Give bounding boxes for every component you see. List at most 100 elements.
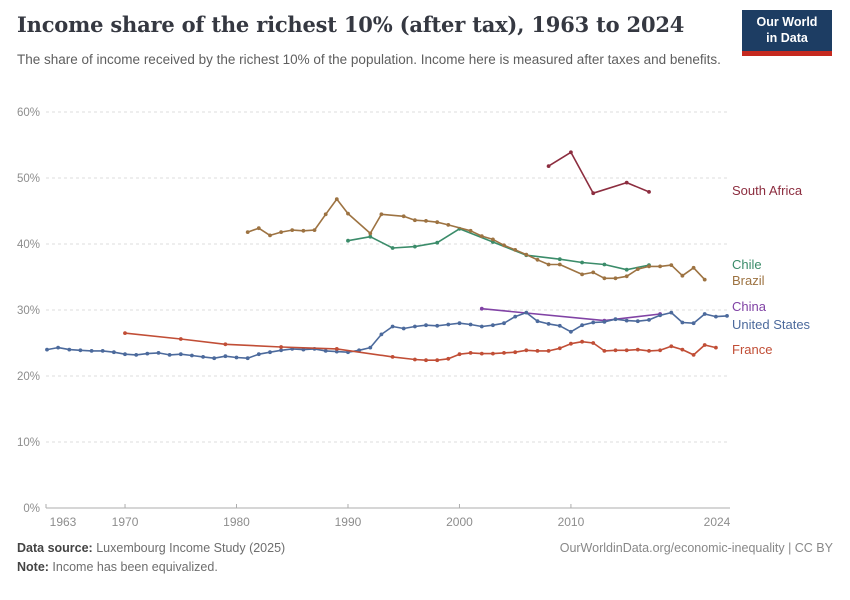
data-point-south-africa-2012[interactable] (591, 191, 596, 196)
data-point-united-states-1979[interactable] (223, 354, 228, 359)
data-point-united-states-1966[interactable] (78, 348, 83, 353)
data-point-chile-2009[interactable] (557, 257, 562, 262)
data-point-united-states-1964[interactable] (56, 345, 60, 350)
data-point-france-2020[interactable] (680, 347, 685, 352)
data-point-chile-1998[interactable] (435, 240, 440, 245)
data-point-france-2007[interactable] (535, 349, 540, 353)
data-point-united-states-1998[interactable] (435, 323, 440, 328)
data-point-south-africa-2008[interactable] (546, 164, 551, 169)
data-point-united-states-2016[interactable] (635, 319, 640, 324)
series-line-brazil[interactable] (246, 198, 706, 281)
data-point-france-2016[interactable] (635, 347, 640, 352)
series-label-brazil[interactable]: Brazil (732, 273, 765, 288)
data-point-brazil-2002[interactable] (479, 234, 484, 239)
data-point-brazil-1995[interactable] (401, 214, 406, 219)
data-point-united-states-1978[interactable] (212, 356, 217, 361)
data-point-brazil-1999[interactable] (446, 223, 451, 227)
data-point-france-2005[interactable] (513, 350, 518, 355)
data-point-brazil-2009[interactable] (557, 262, 562, 267)
data-point-france-1997[interactable] (424, 358, 428, 363)
data-point-united-states-1963[interactable] (45, 347, 49, 352)
series-line-south-africa[interactable] (547, 151, 650, 194)
data-point-united-states-2011[interactable] (580, 323, 584, 328)
data-point-brazil-2014[interactable] (613, 276, 618, 281)
data-point-united-states-2003[interactable] (491, 323, 495, 328)
data-point-brazil-1992[interactable] (368, 231, 373, 236)
data-point-united-states-1995[interactable] (401, 326, 406, 331)
data-point-brazil-2007[interactable] (535, 257, 540, 262)
footer-attribution-link[interactable]: OurWorldinData.org/economic-inequality |… (559, 541, 833, 555)
data-point-brazil-2013[interactable] (602, 276, 607, 281)
data-point-brazil-2005[interactable] (513, 248, 518, 252)
data-point-united-states-2014[interactable] (613, 317, 618, 322)
series-label-united-states[interactable]: United States (732, 317, 811, 332)
data-point-france-2013[interactable] (602, 349, 607, 353)
data-point-united-states-1977[interactable] (201, 355, 206, 359)
data-point-france-1984[interactable] (279, 345, 283, 349)
data-point-france-2019[interactable] (669, 344, 674, 349)
data-point-chile-1994[interactable] (390, 246, 395, 250)
data-point-france-2014[interactable] (613, 348, 618, 353)
data-point-brazil-2001[interactable] (468, 228, 473, 233)
data-point-united-states-1976[interactable] (190, 353, 194, 358)
series-line-france[interactable] (124, 332, 717, 361)
data-point-france-2023[interactable] (714, 345, 718, 350)
data-point-united-states-1968[interactable] (100, 349, 105, 353)
data-point-france-2010[interactable] (569, 341, 573, 346)
data-point-brazil-2016[interactable] (635, 267, 640, 271)
data-point-france-2018[interactable] (658, 348, 662, 353)
data-point-france-2006[interactable] (524, 348, 529, 353)
data-point-france-2001[interactable] (468, 351, 473, 355)
data-point-chile-2015[interactable] (624, 267, 629, 272)
series-label-south-africa[interactable]: South Africa (732, 183, 803, 198)
data-point-brazil-1989[interactable] (334, 197, 339, 202)
data-point-united-states-2002[interactable] (479, 324, 484, 329)
data-point-united-states-1980[interactable] (234, 355, 239, 360)
data-point-brazil-1985[interactable] (290, 228, 295, 233)
data-point-france-2017[interactable] (647, 349, 651, 353)
data-point-united-states-1984[interactable] (279, 348, 283, 353)
data-point-brazil-2022[interactable] (702, 277, 707, 282)
owid-logo[interactable]: Our World in Data (742, 10, 832, 57)
data-point-united-states-1982[interactable] (256, 352, 261, 357)
data-point-brazil-1983[interactable] (268, 233, 272, 238)
data-point-united-states-2015[interactable] (624, 318, 629, 323)
data-point-brazil-1987[interactable] (312, 228, 317, 233)
data-point-brazil-1993[interactable] (379, 212, 384, 217)
data-point-brazil-2003[interactable] (491, 237, 495, 242)
data-point-france-1996[interactable] (413, 357, 417, 362)
series-label-france[interactable]: France (732, 342, 772, 357)
data-point-united-states-2009[interactable] (557, 323, 562, 328)
data-point-united-states-1994[interactable] (390, 324, 395, 329)
data-point-united-states-2019[interactable] (669, 310, 674, 315)
data-point-brazil-2011[interactable] (580, 272, 584, 277)
data-point-united-states-2023[interactable] (714, 314, 718, 319)
data-point-united-states-1971[interactable] (134, 353, 139, 357)
data-point-united-states-2018[interactable] (658, 313, 662, 318)
data-point-united-states-1986[interactable] (301, 347, 306, 352)
data-point-united-states-2005[interactable] (513, 314, 518, 319)
data-point-united-states-1970[interactable] (123, 352, 127, 357)
data-point-brazil-1984[interactable] (279, 230, 283, 235)
data-point-brazil-2019[interactable] (669, 263, 674, 267)
data-point-france-2004[interactable] (502, 351, 506, 355)
data-point-united-states-1992[interactable] (368, 345, 373, 350)
data-point-brazil-2004[interactable] (502, 243, 506, 248)
data-point-united-states-2012[interactable] (591, 320, 596, 325)
data-point-france-2021[interactable] (691, 353, 696, 357)
data-point-united-states-2010[interactable] (569, 329, 573, 334)
data-point-brazil-2020[interactable] (680, 273, 685, 278)
data-point-chile-2011[interactable] (580, 260, 584, 265)
data-point-brazil-2018[interactable] (658, 264, 662, 269)
data-point-france-1970[interactable] (123, 331, 127, 335)
data-point-brazil-2012[interactable] (591, 270, 596, 275)
data-point-south-africa-2010[interactable] (569, 150, 573, 155)
data-point-chile-1990[interactable] (346, 238, 350, 243)
data-point-united-states-2008[interactable] (546, 322, 551, 326)
data-point-france-1975[interactable] (178, 337, 183, 341)
data-point-brazil-1988[interactable] (323, 212, 328, 217)
data-point-united-states-1969[interactable] (112, 350, 116, 355)
data-point-united-states-1996[interactable] (413, 324, 417, 329)
data-point-united-states-2017[interactable] (647, 318, 651, 322)
data-point-united-states-2022[interactable] (702, 312, 707, 316)
